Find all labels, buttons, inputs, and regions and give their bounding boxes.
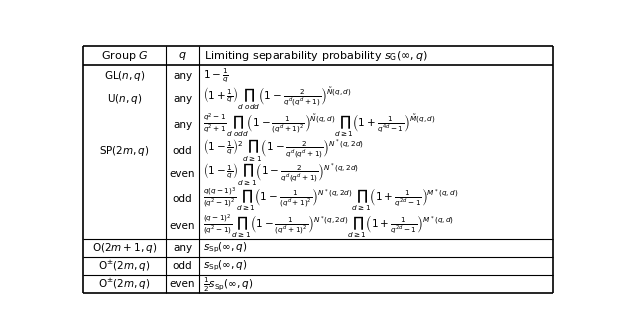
Text: even: even: [170, 221, 195, 231]
Text: Group $G$: Group $G$: [101, 49, 148, 63]
Text: $\frac{(q-1)^2}{(q^2-1)}\prod_{d\geq 1}\left(1-\frac{1}{(q^d+1)^2}\right)^{N^*(q: $\frac{(q-1)^2}{(q^2-1)}\prod_{d\geq 1}\…: [203, 212, 455, 240]
Text: $s_{\mathrm{Sp}}(\infty,q)$: $s_{\mathrm{Sp}}(\infty,q)$: [203, 259, 248, 274]
Text: $\left(1+\frac{1}{q}\right)\prod_{d\ odd}\left(1-\frac{2}{q^d(q^d+1)}\right)^{\t: $\left(1+\frac{1}{q}\right)\prod_{d\ odd…: [203, 86, 352, 113]
Text: odd: odd: [173, 261, 193, 271]
Text: $\left(1-\frac{1}{q}\right)^2\prod_{d\geq 1}\left(1-\frac{2}{q^d(q^d+1)}\right)^: $\left(1-\frac{1}{q}\right)^2\prod_{d\ge…: [203, 137, 365, 164]
Text: $\mathrm{O}^{\pm}(2m,q)$: $\mathrm{O}^{\pm}(2m,q)$: [98, 259, 151, 274]
Text: Limiting separability probability $s_{\mathrm{G}}(\infty,q)$: Limiting separability probability $s_{\m…: [204, 49, 428, 63]
Text: $\mathrm{GL}(n,q)$: $\mathrm{GL}(n,q)$: [104, 69, 145, 83]
Text: $\mathrm{O}(2m+1,q)$: $\mathrm{O}(2m+1,q)$: [92, 241, 157, 255]
Text: $1 - \frac{1}{q}$: $1 - \frac{1}{q}$: [203, 67, 229, 84]
Text: even: even: [170, 279, 195, 289]
Text: $\mathrm{U}(n,q)$: $\mathrm{U}(n,q)$: [107, 92, 142, 106]
Text: $\frac{q^2-1}{q^2+1}\prod_{d\ odd}\left(1-\frac{1}{(q^d+1)^2}\right)^{\tilde{N}(: $\frac{q^2-1}{q^2+1}\prod_{d\ odd}\left(…: [203, 112, 436, 139]
Text: $s_{\mathrm{Sp}}(\infty,q)$: $s_{\mathrm{Sp}}(\infty,q)$: [203, 241, 248, 255]
Text: $\left(1-\frac{1}{q}\right)\prod_{d\geq 1}\left(1-\frac{2}{q^d(q^d+1)}\right)^{N: $\left(1-\frac{1}{q}\right)\prod_{d\geq …: [203, 161, 360, 188]
Text: any: any: [173, 243, 192, 253]
Text: any: any: [173, 121, 192, 130]
Text: any: any: [173, 71, 192, 81]
Text: any: any: [173, 94, 192, 104]
Text: $\mathrm{SP}(2m,q)$: $\mathrm{SP}(2m,q)$: [99, 144, 150, 158]
Text: odd: odd: [173, 146, 193, 156]
Text: odd: odd: [173, 194, 193, 204]
Text: $\frac{1}{2}s_{\mathrm{Sp}}(\infty,q)$: $\frac{1}{2}s_{\mathrm{Sp}}(\infty,q)$: [203, 275, 254, 294]
Text: even: even: [170, 169, 195, 179]
Text: $\mathrm{O}^{\pm}(2m,q)$: $\mathrm{O}^{\pm}(2m,q)$: [98, 277, 151, 292]
Text: $q$: $q$: [178, 50, 187, 62]
Text: $\frac{q(q-1)^3}{(q^2-1)^2}\prod_{d\geq 1}\left(1-\frac{1}{(q^d+1)^2}\right)^{N^: $\frac{q(q-1)^3}{(q^2-1)^2}\prod_{d\geq …: [203, 185, 459, 213]
